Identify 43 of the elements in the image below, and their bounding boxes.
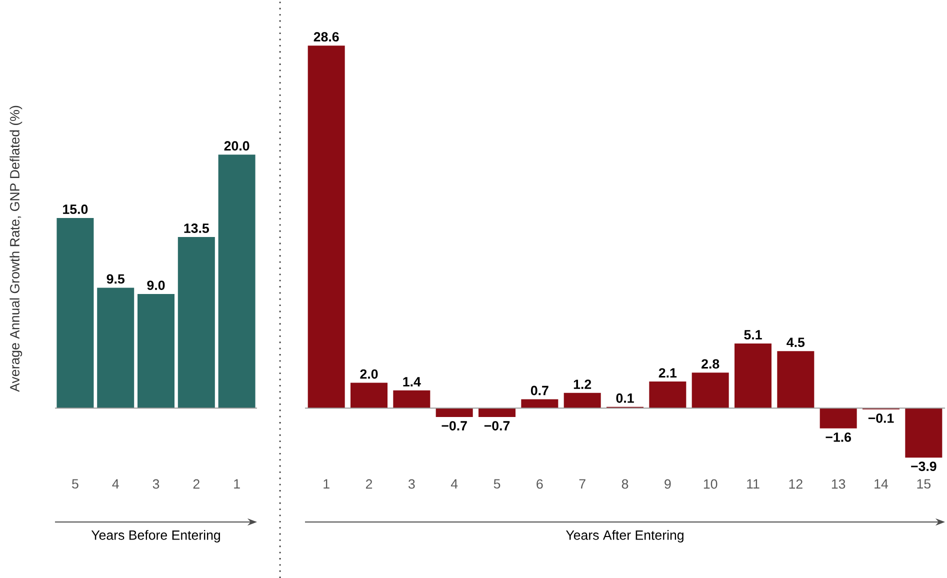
data-label: 2.8 <box>702 359 720 369</box>
x-tick-label: 12 <box>789 479 802 489</box>
x-tick-label: 1 <box>324 479 330 488</box>
x-tick-label: 13 <box>832 479 846 489</box>
x-tick-label: 6 <box>536 479 543 489</box>
x-tick-label: 2 <box>366 479 372 489</box>
data-label: 9.5 <box>106 274 124 284</box>
data-label: 1.2 <box>574 380 592 389</box>
data-label: 28.6 <box>314 32 339 42</box>
x-tick-label: 10 <box>704 479 718 489</box>
data-label: 13.5 <box>184 224 209 233</box>
x-tick-label: 2 <box>193 479 200 489</box>
data-label: −3.9 <box>911 462 936 472</box>
x-tick-label: 15 <box>917 479 931 489</box>
x-tick-label: 1 <box>234 479 240 488</box>
x-tick-label: 3 <box>152 479 160 489</box>
data-label: 9.0 <box>147 280 165 290</box>
data-label: 2.0 <box>360 369 378 379</box>
x-tick-label: 4 <box>450 479 458 488</box>
data-label: −1.6 <box>826 432 852 442</box>
data-label: −0.1 <box>868 413 894 423</box>
y-axis-title: Average Annual Growth Rate, GNP Deflated (%) <box>10 106 22 392</box>
x-tick-label: 8 <box>622 479 628 489</box>
x-tick-label: 11 <box>747 479 760 488</box>
data-label: 5.1 <box>744 330 762 340</box>
data-label: 15.0 <box>63 204 88 214</box>
x-tick-label: 4 <box>112 479 119 488</box>
x-axis-title: Years Before Entering <box>91 530 220 542</box>
data-label: 0.7 <box>530 386 548 396</box>
data-label: 0.1 <box>616 393 634 403</box>
data-label: −0.7 <box>442 421 467 430</box>
x-tick-label: 5 <box>494 479 500 489</box>
x-tick-label: 3 <box>408 479 415 489</box>
data-label: 2.1 <box>658 368 677 378</box>
x-tick-label: 5 <box>72 479 78 489</box>
data-label: 4.5 <box>786 338 805 348</box>
data-label: 1.4 <box>403 377 421 386</box>
x-tick-label: 9 <box>664 479 671 489</box>
x-axis-title: Years After Entering <box>566 530 684 542</box>
data-label: 20.0 <box>224 141 250 151</box>
x-tick-label: 7 <box>579 479 586 488</box>
data-label: −0.7 <box>484 421 510 430</box>
x-tick-label: 14 <box>874 479 888 488</box>
